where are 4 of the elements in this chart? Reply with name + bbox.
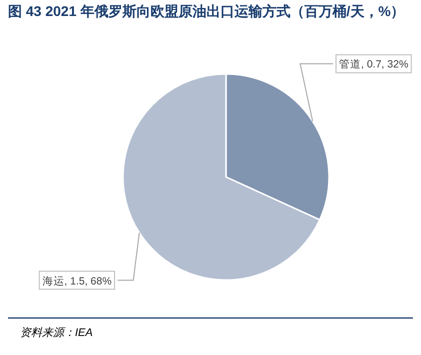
- chart-title: 图 43 2021 年俄罗斯向欧盟原油出口运输方式（百万桶/天，%）: [8, 2, 406, 21]
- text: 资料来源：IEA: [20, 326, 93, 339]
- slice-label: 海运, 1.5, 68%: [42, 274, 112, 288]
- slice-label: 管道, 0.7, 32%: [339, 58, 408, 71]
